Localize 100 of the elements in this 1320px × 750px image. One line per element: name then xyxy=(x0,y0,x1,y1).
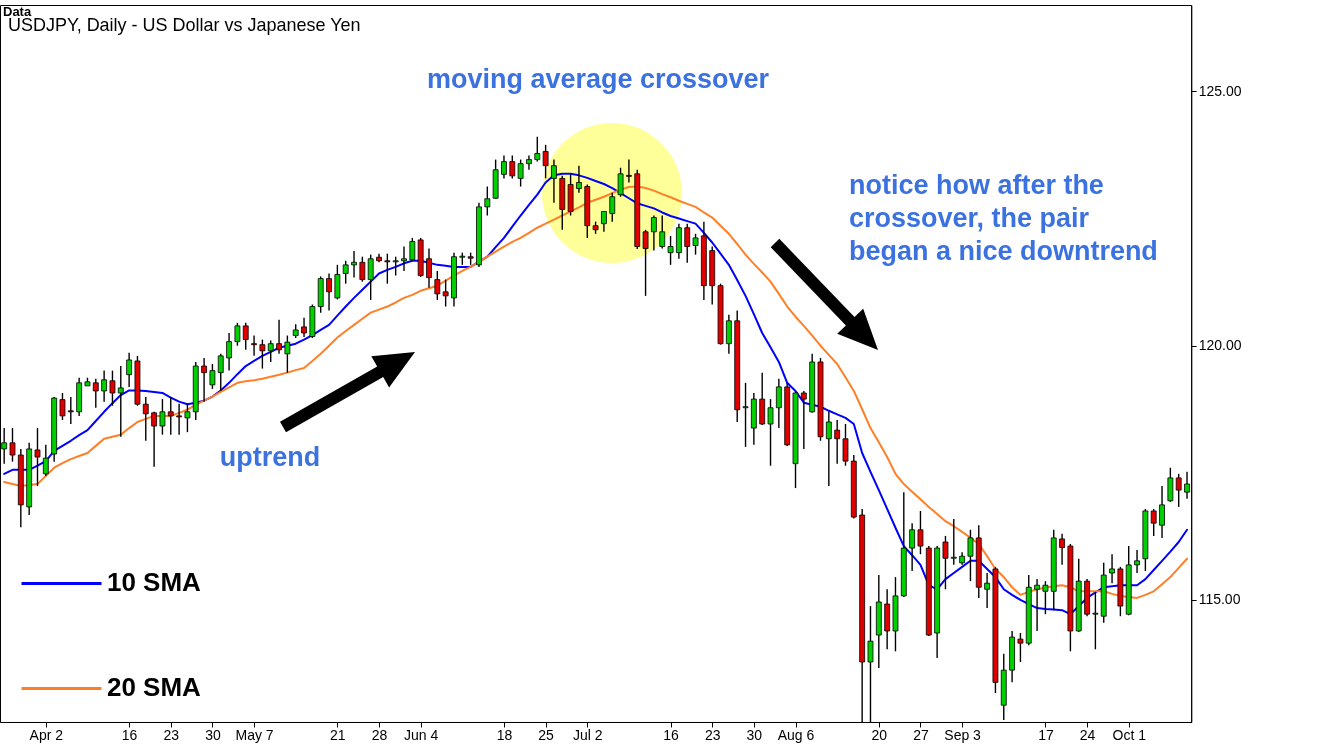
candlestick xyxy=(967,529,974,582)
x-tick-label: 18 xyxy=(496,727,513,744)
candlestick xyxy=(1017,632,1024,663)
candlestick xyxy=(767,398,774,467)
x-tick-label: 21 xyxy=(330,727,346,744)
x-tick-label: 25 xyxy=(538,727,555,744)
x-tick-label: Jul 2 xyxy=(572,727,603,744)
x-tick-label: 23 xyxy=(163,727,180,744)
candlestick xyxy=(1159,485,1165,539)
candlestick xyxy=(742,382,749,448)
candlestick xyxy=(626,158,632,184)
candlestick xyxy=(276,319,282,355)
annotation: notice how after the crossover, the pair began a nice downtrend xyxy=(849,170,1158,266)
candlestick xyxy=(800,390,807,450)
candlestick xyxy=(642,229,649,297)
candlestick xyxy=(1092,591,1099,650)
candlestick xyxy=(542,144,549,180)
candlestick xyxy=(242,322,249,351)
candlestick xyxy=(659,214,666,250)
candlestick xyxy=(142,396,149,442)
candlestick xyxy=(342,260,349,285)
x-tick-label: 16 xyxy=(663,727,680,744)
candlestick xyxy=(426,247,432,289)
candlestick xyxy=(259,338,266,370)
candlestick xyxy=(434,270,441,301)
candlestick xyxy=(367,253,374,301)
candlestick xyxy=(551,158,557,204)
candlestick xyxy=(226,332,232,372)
candlestick xyxy=(842,423,849,467)
candlestick xyxy=(509,154,516,180)
candlestick xyxy=(209,363,216,390)
x-tick-label: 23 xyxy=(704,727,721,744)
candlestick xyxy=(692,233,699,256)
x-tick-label: Sep 3 xyxy=(944,727,982,744)
y-tick-label: 120.00 xyxy=(1198,337,1242,354)
candlestick xyxy=(117,365,124,438)
x-tick-label: May 7 xyxy=(235,727,274,744)
candlestick xyxy=(1150,508,1157,537)
x-tick-label: 27 xyxy=(913,727,929,744)
candlestick xyxy=(326,272,332,312)
candlestick xyxy=(401,245,407,272)
candlestick xyxy=(651,214,657,252)
candlestick xyxy=(92,378,99,409)
candlestick xyxy=(1134,549,1140,574)
x-tick-label: Aug 6 xyxy=(777,727,815,744)
candlestick xyxy=(101,369,108,403)
candlestick xyxy=(159,398,166,436)
legend-label: 10 SMA xyxy=(107,567,202,598)
x-tick-label: 24 xyxy=(1079,727,1096,744)
candlestick xyxy=(384,252,391,285)
candlestick xyxy=(42,444,49,477)
candlestick xyxy=(825,411,832,487)
annotation: moving average crossover xyxy=(427,64,770,94)
candlestick xyxy=(1167,467,1174,503)
candlestick xyxy=(684,222,691,264)
candlestick xyxy=(1059,533,1065,566)
candlestick xyxy=(217,353,224,392)
candlestick xyxy=(167,396,174,436)
candlestick xyxy=(617,167,624,198)
candlestick xyxy=(1034,578,1040,632)
x-tick-label: 16 xyxy=(121,727,138,744)
candlestick xyxy=(392,256,399,277)
x-tick-label: 30 xyxy=(746,727,763,744)
candlestick xyxy=(334,264,341,301)
candlestick xyxy=(942,535,949,590)
x-tick-label: 17 xyxy=(1038,727,1054,744)
candlestick xyxy=(234,322,241,347)
candlestick xyxy=(609,191,616,223)
candlestick xyxy=(351,250,357,279)
candlestick xyxy=(501,154,507,180)
candlestick xyxy=(576,164,582,194)
candlestick xyxy=(284,334,291,374)
candlestick xyxy=(442,278,449,308)
candlestick xyxy=(67,396,74,425)
candlestick xyxy=(59,392,66,421)
candlestick xyxy=(151,411,157,468)
candlestick xyxy=(267,339,274,363)
x-tick-label: Apr 2 xyxy=(29,727,64,744)
candlestick xyxy=(1042,580,1049,615)
candlestick xyxy=(201,357,207,403)
annotation: uptrend xyxy=(219,442,321,472)
x-tick-label: Oct 1 xyxy=(1112,727,1147,744)
candlestick xyxy=(1109,553,1115,584)
candlestick xyxy=(184,402,191,433)
candlestick xyxy=(409,237,416,262)
candlestick xyxy=(126,352,133,388)
y-tick-label: 125.00 xyxy=(1198,82,1242,99)
legend-label: 20 SMA xyxy=(107,672,202,703)
x-tick-label: 20 xyxy=(871,727,888,744)
candlestick xyxy=(526,154,532,171)
candlestick xyxy=(667,235,674,266)
x-tick-label: 30 xyxy=(205,727,221,744)
candlestick xyxy=(984,572,990,609)
candlestick xyxy=(359,256,366,283)
candlestick xyxy=(950,518,957,566)
candlestick xyxy=(601,210,607,233)
x-tick-label: Jun 4 xyxy=(404,727,439,744)
candlestick xyxy=(176,402,182,436)
candlestick xyxy=(34,427,41,487)
candlestick xyxy=(484,185,491,217)
